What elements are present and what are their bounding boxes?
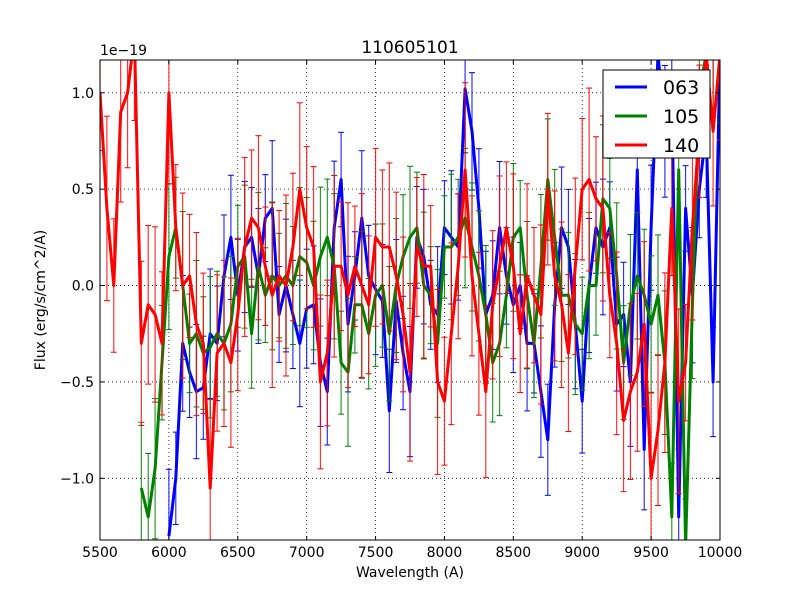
plot-frame	[99, 59, 721, 541]
legend-box	[602, 69, 711, 159]
series-layer	[100, 60, 720, 540]
y-tick-label: 1.0	[72, 86, 94, 102]
chart-title: 110605101	[361, 38, 458, 58]
x-tick-label: 5500	[82, 545, 118, 561]
y-offset-label: 1e−19	[100, 43, 147, 59]
y-tick-label: −0.5	[60, 375, 94, 391]
legend-label-063: 063	[663, 77, 699, 99]
series-line-140	[100, 60, 720, 490]
y-axis-label: Flux (erg/s/cm^2/A)	[33, 230, 49, 370]
ticks: 5500 6000 6500 7000 7500 8000 8500 9000 9500 1000…	[60, 60, 742, 561]
x-tick-label: 7000	[289, 545, 325, 561]
x-tick-label: 7500	[358, 545, 394, 561]
x-tick-label: 6000	[151, 545, 187, 561]
y-tick-label: −1.0	[60, 471, 94, 487]
x-axis-label: Wavelength (A)	[356, 565, 464, 581]
y-tick-label: 0.0	[72, 279, 94, 295]
legend-label-140: 140	[663, 135, 699, 157]
y-tick-label: 0.5	[72, 182, 94, 198]
legend: 063 105 140	[602, 69, 711, 159]
x-tick-label: 6500	[220, 545, 256, 561]
series-140	[100, 60, 720, 540]
x-tick-label: 10000	[698, 545, 743, 561]
legend-label-105: 105	[663, 106, 699, 128]
x-tick-label: 9500	[633, 545, 669, 561]
x-tick-label: 8500	[496, 545, 532, 561]
x-tick-label: 9000	[564, 545, 600, 561]
x-tick-label: 8000	[427, 545, 463, 561]
